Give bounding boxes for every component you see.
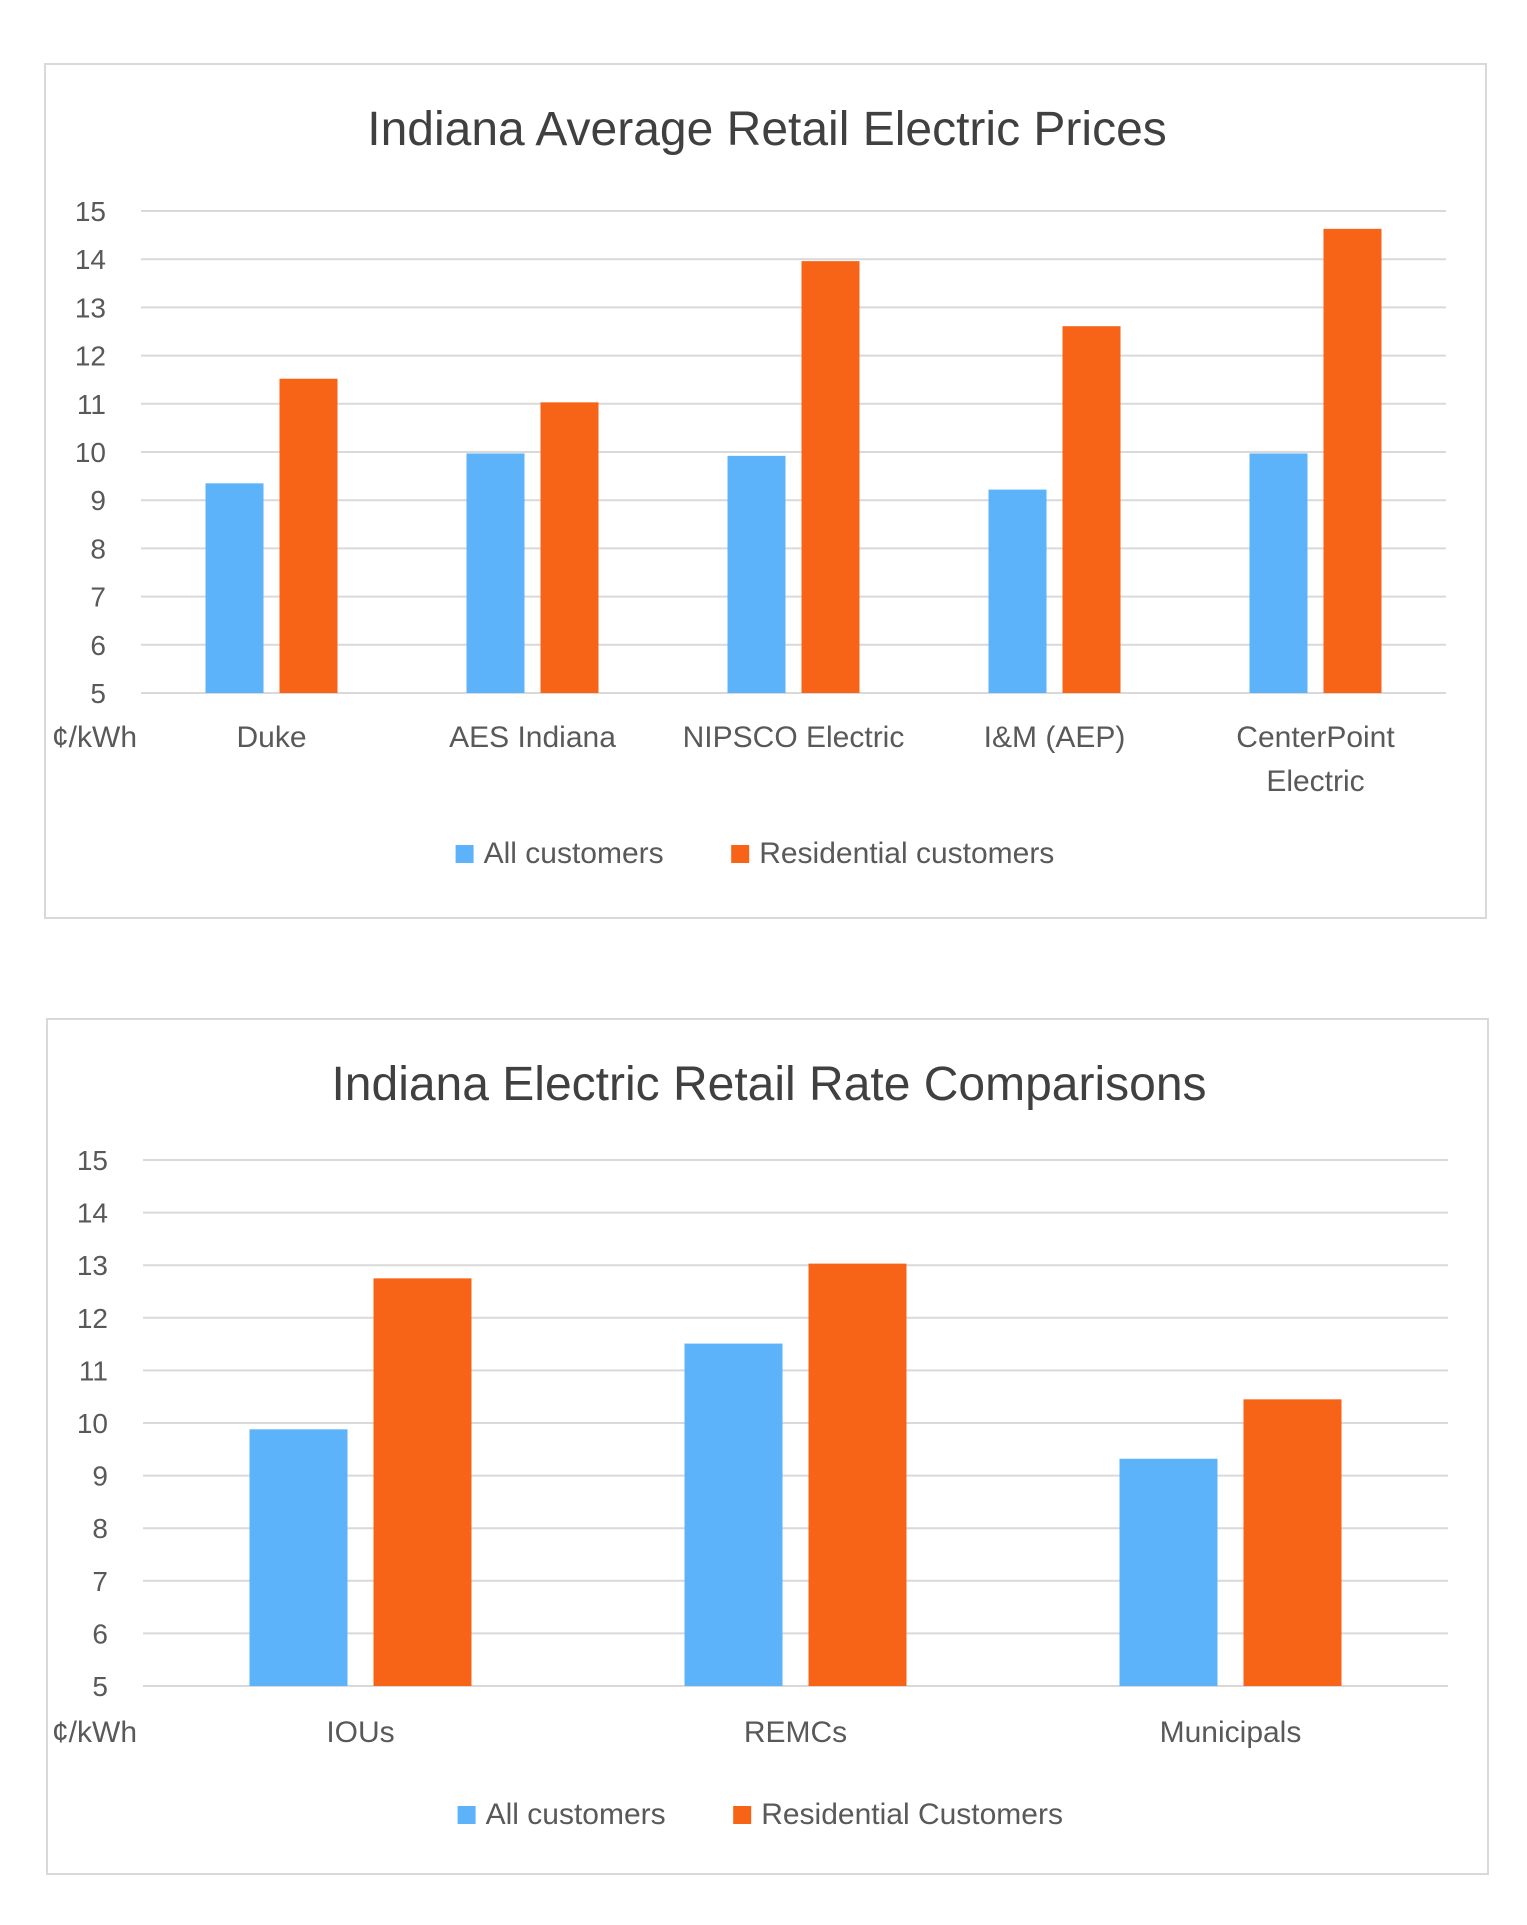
bar-residential bbox=[808, 1263, 907, 1686]
y-tick-label: 7 bbox=[90, 582, 106, 613]
y-tick-label: 15 bbox=[77, 1145, 108, 1176]
y-tick-label: 13 bbox=[77, 1250, 108, 1281]
y-tick-label: 5 bbox=[90, 678, 106, 709]
y-tick-label: 10 bbox=[75, 437, 106, 468]
x-category-label-line: REMCs bbox=[744, 1716, 847, 1749]
y-tick-label: 11 bbox=[79, 1355, 108, 1386]
x-category-label: REMCs bbox=[744, 1716, 847, 1749]
x-category-label-line: I&M (AEP) bbox=[984, 721, 1126, 754]
y-tick-label: 6 bbox=[92, 1618, 108, 1649]
y-tick-label: 12 bbox=[75, 341, 106, 372]
chart-retail-prices: Indiana Average Retail Electric Prices 5 6… bbox=[52, 103, 1446, 870]
bar-residential bbox=[1243, 1399, 1342, 1686]
x-category-label-line: Duke bbox=[236, 721, 306, 754]
chart-title: Indiana Average Retail Electric Prices bbox=[367, 103, 1167, 156]
y-tick-label: 13 bbox=[75, 292, 106, 323]
x-category-label-line: Electric bbox=[1266, 765, 1364, 798]
bar-all-customers bbox=[466, 453, 525, 693]
bar-all-customers bbox=[727, 455, 786, 693]
x-category-label-line: NIPSCO Electric bbox=[683, 721, 905, 754]
legend-label-residential: Residential customers bbox=[759, 837, 1054, 870]
x-category-label: Municipals bbox=[1160, 1716, 1302, 1749]
y-tick-label: 6 bbox=[90, 630, 106, 661]
chart-panel-retail-prices: Indiana Average Retail Electric Prices 5 6… bbox=[44, 63, 1487, 919]
chart-rate-comparisons: Indiana Electric Retail Rate Comparisons… bbox=[52, 1058, 1448, 1831]
x-category-label: I&M (AEP) bbox=[984, 721, 1126, 754]
x-category-label-line: CenterPoint bbox=[1236, 721, 1395, 754]
legend-label-all-customers: All customers bbox=[484, 837, 664, 870]
bar-residential bbox=[1062, 326, 1121, 693]
x-category-label: IOUs bbox=[326, 1716, 394, 1749]
y-axis-unit-label: ¢/kWh bbox=[52, 1716, 137, 1749]
bar-residential bbox=[540, 402, 599, 693]
y-tick-label: 9 bbox=[90, 485, 106, 516]
x-category-label: CenterPoint Electric bbox=[1236, 721, 1395, 798]
bar-all-customers bbox=[1249, 453, 1308, 693]
y-tick-label: 8 bbox=[90, 533, 106, 564]
y-tick-label: 15 bbox=[75, 196, 106, 227]
x-category-label: AES Indiana bbox=[449, 721, 616, 754]
bar-residential bbox=[1323, 228, 1382, 694]
x-category-label-line: IOUs bbox=[326, 1716, 394, 1749]
x-category-label: NIPSCO Electric bbox=[683, 721, 905, 754]
legend-swatch-all-customers bbox=[457, 1806, 476, 1824]
bar-residential bbox=[373, 1278, 472, 1686]
y-tick-label: 10 bbox=[77, 1408, 108, 1439]
y-tick-label: 7 bbox=[92, 1566, 108, 1597]
bar-all-customers bbox=[249, 1429, 348, 1686]
y-tick-label: 9 bbox=[92, 1461, 108, 1492]
y-tick-label: 12 bbox=[77, 1303, 108, 1334]
chart-panel-rate-comparisons: Indiana Electric Retail Rate Comparisons… bbox=[46, 1018, 1489, 1875]
y-tick-label: 14 bbox=[77, 1198, 108, 1229]
bar-all-customers bbox=[684, 1343, 783, 1686]
bar-all-customers bbox=[988, 489, 1047, 693]
y-tick-label: 11 bbox=[77, 389, 106, 420]
y-axis-unit-label: ¢/kWh bbox=[52, 721, 137, 754]
bar-all-customers bbox=[1119, 1458, 1218, 1686]
bar-residential bbox=[801, 261, 860, 693]
y-tick-label: 8 bbox=[92, 1513, 108, 1544]
bar-residential bbox=[279, 378, 338, 693]
legend-swatch-residential bbox=[733, 1806, 752, 1824]
legend-swatch-all-customers bbox=[455, 845, 474, 863]
legend-label-all-customers: All customers bbox=[486, 1798, 666, 1831]
chart-title: Indiana Electric Retail Rate Comparisons bbox=[331, 1058, 1206, 1111]
x-category-label: Duke bbox=[236, 721, 306, 754]
legend-swatch-residential bbox=[731, 845, 750, 863]
x-category-label-line: AES Indiana bbox=[449, 721, 616, 754]
y-tick-label: 5 bbox=[92, 1671, 108, 1702]
y-tick-label: 14 bbox=[75, 244, 106, 275]
x-category-label-line: Municipals bbox=[1160, 1716, 1302, 1749]
legend-label-residential: Residential Customers bbox=[761, 1798, 1063, 1831]
bar-all-customers bbox=[205, 483, 264, 693]
